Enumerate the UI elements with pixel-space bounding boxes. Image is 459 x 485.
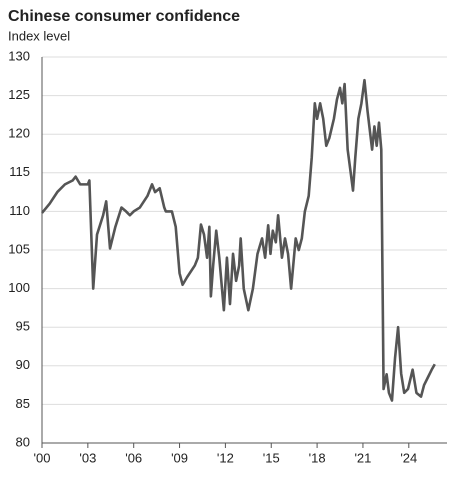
y-tick-label: 110 — [9, 203, 30, 218]
x-tick-label: '18 — [309, 450, 326, 465]
x-tick-label: '24 — [400, 450, 417, 465]
x-tick-label: '15 — [263, 450, 280, 465]
x-tick-label: '09 — [171, 450, 188, 465]
y-tick-label: 80 — [16, 434, 30, 449]
x-tick-label: '00 — [34, 450, 51, 465]
line-series — [40, 78, 436, 402]
chart-subtitle: Index level — [8, 28, 70, 43]
x-tick-label: '06 — [125, 450, 142, 465]
y-tick-label: 100 — [8, 280, 30, 295]
y-tick-label: 95 — [16, 319, 30, 334]
chart-title: Chinese consumer confidence — [8, 8, 240, 25]
y-tick-label: 120 — [8, 126, 30, 141]
x-tick-label: '03 — [79, 450, 96, 465]
x-tick-label: '12 — [217, 450, 234, 465]
y-tick-label: 115 — [9, 164, 30, 179]
y-tick-label: 85 — [16, 396, 30, 411]
y-tick-label: 130 — [8, 48, 30, 63]
y-tick-label: 125 — [8, 87, 30, 102]
y-tick-label: 90 — [16, 357, 30, 372]
y-tick-label: 105 — [8, 241, 30, 256]
x-tick-label: '21 — [354, 450, 371, 465]
